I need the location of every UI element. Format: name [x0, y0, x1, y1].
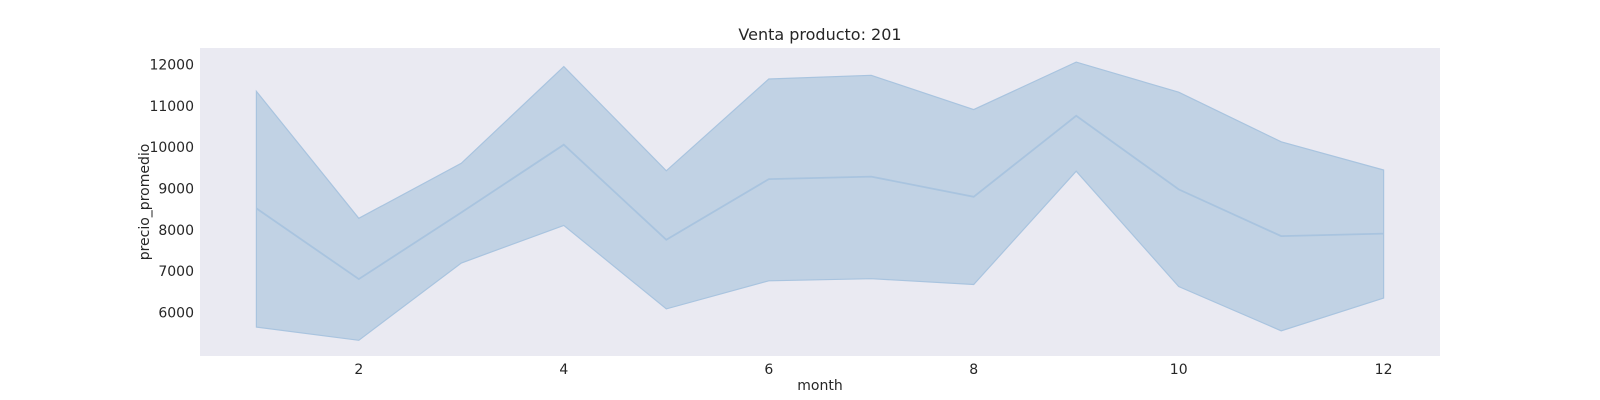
- x-tick-label: 10: [1170, 362, 1188, 378]
- x-tick-label: 2: [354, 362, 363, 378]
- x-axis-label: month: [797, 378, 842, 394]
- y-tick-label: 6000: [158, 306, 194, 322]
- y-tick-label: 9000: [158, 182, 194, 198]
- series-line: [255, 114, 1384, 281]
- x-tick-label: 4: [559, 362, 568, 378]
- y-tick-label: 11000: [149, 99, 194, 115]
- y-tick-label: 7000: [158, 264, 194, 280]
- x-tick-label: 12: [1375, 362, 1393, 378]
- y-tick-label: 10000: [149, 140, 194, 156]
- x-tick-label: 8: [969, 362, 978, 378]
- x-tick-label: 6: [764, 362, 773, 378]
- confidence-band: [255, 61, 1385, 341]
- y-tick-label: 8000: [158, 223, 194, 239]
- y-tick-label: 12000: [149, 58, 194, 74]
- y-axis-label: precio_promedio: [137, 144, 153, 261]
- chart-title: Venta producto: 201: [738, 25, 901, 44]
